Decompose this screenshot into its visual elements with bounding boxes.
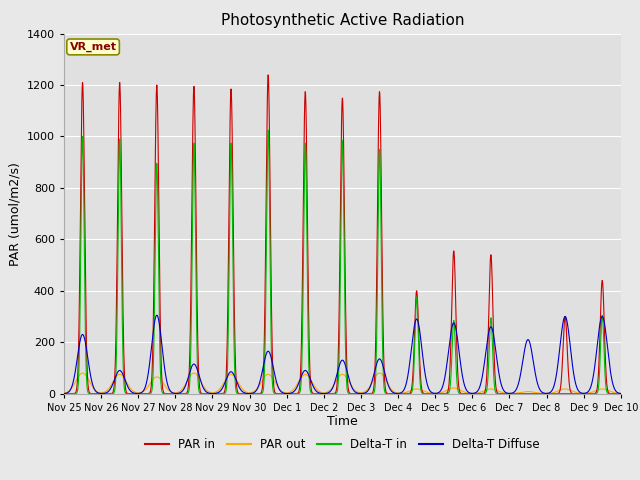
PAR in — [298, 318, 306, 324]
Delta-T Diffuse — [209, 391, 216, 396]
Delta-T Diffuse — [153, 312, 161, 318]
PAR in — [157, 333, 164, 339]
Delta-T in — [606, 391, 614, 396]
PAR in — [547, 391, 554, 396]
PAR out — [79, 370, 86, 376]
PAR in — [274, 391, 282, 396]
Delta-T in — [124, 391, 131, 396]
PAR in — [524, 391, 532, 396]
PAR out — [298, 374, 306, 380]
Line: PAR in: PAR in — [64, 75, 621, 394]
Title: Photosynthetic Active Radiation: Photosynthetic Active Radiation — [221, 13, 464, 28]
PAR out — [617, 391, 625, 396]
Delta-T Diffuse — [274, 384, 282, 389]
Delta-T Diffuse — [298, 372, 306, 377]
Delta-T Diffuse — [617, 391, 625, 396]
Delta-T Diffuse — [547, 389, 554, 395]
Text: VR_met: VR_met — [70, 42, 116, 52]
PAR in — [60, 391, 68, 396]
Line: Delta-T Diffuse: Delta-T Diffuse — [64, 315, 621, 394]
Delta-T in — [543, 391, 550, 396]
PAR in — [617, 391, 625, 396]
Y-axis label: PAR (umol/m2/s): PAR (umol/m2/s) — [8, 162, 21, 265]
Delta-T Diffuse — [60, 391, 68, 396]
PAR out — [60, 390, 68, 396]
PAR out — [157, 377, 164, 383]
Delta-T in — [274, 391, 282, 396]
Delta-T in — [157, 372, 164, 378]
PAR out — [606, 388, 614, 394]
Delta-T in — [60, 391, 68, 396]
Delta-T Diffuse — [157, 332, 164, 337]
Delta-T in — [264, 127, 272, 133]
Delta-T in — [298, 361, 306, 367]
Delta-T in — [547, 391, 554, 396]
Legend: PAR in, PAR out, Delta-T in, Delta-T Diffuse: PAR in, PAR out, Delta-T in, Delta-T Dif… — [140, 433, 545, 456]
PAR in — [264, 72, 272, 78]
PAR out — [546, 390, 554, 396]
PAR in — [606, 391, 614, 396]
PAR out — [274, 384, 282, 389]
PAR in — [124, 391, 131, 396]
Delta-T in — [617, 391, 625, 396]
Delta-T Diffuse — [606, 367, 614, 373]
Line: Delta-T in: Delta-T in — [64, 130, 621, 394]
Line: PAR out: PAR out — [64, 373, 621, 394]
X-axis label: Time: Time — [327, 415, 358, 429]
PAR out — [124, 381, 132, 387]
Delta-T Diffuse — [124, 383, 131, 389]
